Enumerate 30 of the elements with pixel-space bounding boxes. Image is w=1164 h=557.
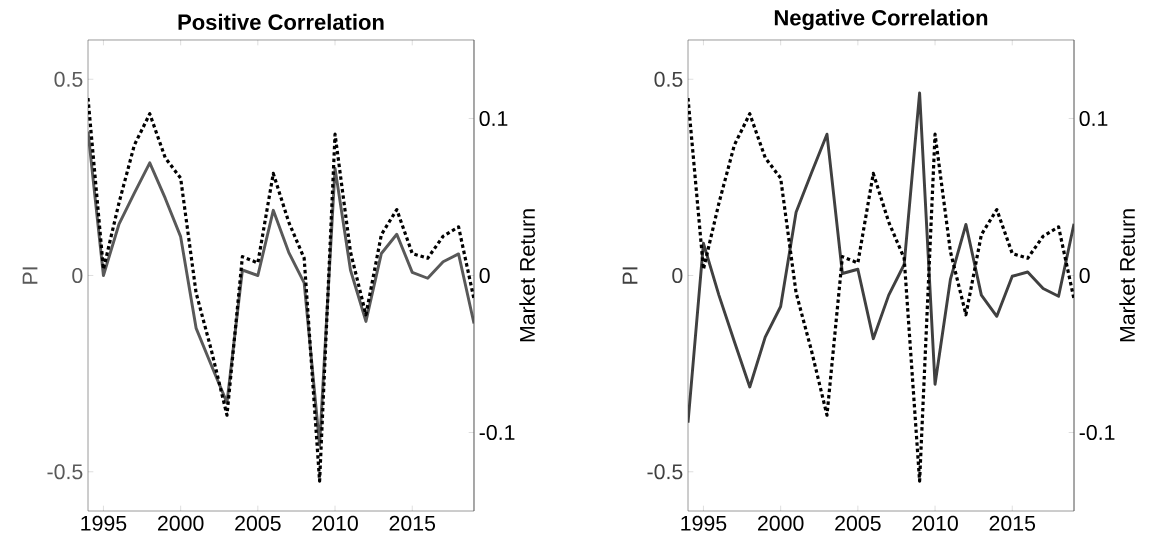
y2-axis-title: Market Return [1119,209,1135,342]
y2-tick-label: -0.1 [1079,424,1115,441]
x-tick-label: 1995 [681,515,727,531]
y2-tick-label: 0.1 [479,110,508,127]
line-series [88,96,474,483]
y-tick-label: -0.5 [647,464,683,480]
y-tick-label: 0.5 [54,71,83,87]
y-tick-label: 0.5 [654,71,683,87]
x-tick-label: 2000 [157,515,204,531]
x-tick-label: 2010 [912,515,958,531]
x-tick-label: 2015 [989,515,1036,531]
line-series [688,96,1075,483]
y2-tick-label: 0 [479,267,490,284]
x-tick-label: 2010 [312,515,358,531]
chart-title: Positive Correlation [178,13,384,30]
x-tick-label: 2005 [835,515,881,531]
y2-axis-title: Market Return [519,209,535,342]
y-axis-title: PI [22,267,38,284]
chart-title: Negative Correlation [774,9,988,30]
y2-tick-label: 0 [1079,267,1090,284]
y2-tick-label: 0.1 [1079,110,1108,127]
y-axis-title: PI [622,267,638,284]
x-tick-label: 2015 [389,515,436,531]
x-tick-label: 2005 [235,515,281,531]
x-tick-label: 1995 [81,515,127,531]
y-tick-label: 0 [672,267,683,284]
y2-tick-label: -0.1 [479,424,515,441]
x-tick-label: 2000 [757,515,804,531]
y-tick-label: 0 [72,267,83,284]
y-tick-label: -0.5 [47,464,83,480]
